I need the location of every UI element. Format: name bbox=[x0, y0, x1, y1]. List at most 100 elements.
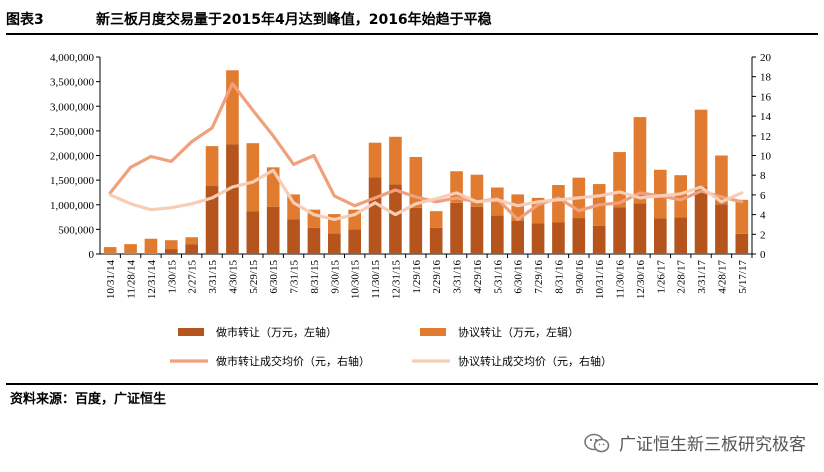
bar-agreement bbox=[715, 155, 728, 205]
bar-market-making bbox=[226, 144, 239, 254]
bar-agreement bbox=[653, 169, 667, 219]
bar-market-making bbox=[205, 186, 219, 254]
bar-agreement bbox=[389, 136, 402, 185]
wechat-icon bbox=[584, 433, 610, 452]
x-tick-label: 3/31/16 bbox=[452, 260, 464, 294]
bar-agreement bbox=[124, 244, 137, 254]
y-right-tick-label: 2 bbox=[760, 229, 766, 241]
legend-agreement-swatch bbox=[420, 328, 446, 336]
x-tick-label: 9/30/16 bbox=[574, 260, 586, 294]
bar-market-making bbox=[490, 215, 504, 254]
bar-market-making bbox=[552, 222, 565, 254]
line-market-making-price bbox=[108, 81, 744, 222]
x-tick-label: 6/30/15 bbox=[268, 260, 280, 294]
y-left-tick-label: 3,000,000 bbox=[50, 101, 95, 113]
bar-agreement bbox=[552, 185, 565, 223]
bar-agreement bbox=[164, 240, 178, 250]
chart: 0 500,000 1,000,000 1,500,000 2,000,000 2,500… bbox=[50, 52, 772, 368]
bar-market-making bbox=[531, 223, 545, 254]
bar-market-making bbox=[633, 203, 647, 254]
bar-market-making bbox=[653, 218, 667, 254]
x-tick-label: 2/28/17 bbox=[676, 260, 688, 294]
bar-market-making bbox=[368, 177, 382, 254]
y-left-tick-label: 2,000,000 bbox=[50, 151, 95, 163]
bar-agreement bbox=[185, 237, 199, 245]
x-tick-label: 1/30/15 bbox=[166, 260, 178, 294]
bar-agreement bbox=[490, 187, 504, 216]
y-left-tick-label: 0 bbox=[89, 249, 95, 261]
bar-market-making bbox=[266, 206, 280, 254]
bar-market-making bbox=[389, 184, 402, 254]
legend-market-making-price-label: 做市转让成交均价（元，右轴） bbox=[216, 354, 370, 368]
y-right-tick-label: 20 bbox=[760, 52, 772, 64]
y-left-tick-label: 2,500,000 bbox=[50, 126, 95, 138]
y-right-tick-label: 12 bbox=[760, 131, 771, 143]
x-tick-label: 10/30/15 bbox=[350, 260, 362, 300]
y-right-tick-label: 6 bbox=[760, 190, 766, 202]
figure-header: 图表3 新三板月度交易量于2015年4月达到峰值，2016年始趋于平稳 bbox=[6, 6, 818, 32]
bar-market-making bbox=[613, 207, 626, 254]
bar-market-making bbox=[715, 204, 728, 254]
watermark: 广证恒生新三板研究极客 bbox=[583, 430, 806, 455]
x-tick-label: 4/30/15 bbox=[227, 260, 239, 294]
bar-agreement bbox=[694, 109, 708, 188]
x-tick-label: 2/29/16 bbox=[431, 260, 443, 294]
y-left-tick-label: 1,000,000 bbox=[50, 200, 95, 212]
x-tick-label: 11/30/15 bbox=[370, 260, 382, 299]
bar-agreement bbox=[246, 143, 260, 212]
bar-market-making bbox=[185, 244, 199, 254]
bar-market-making bbox=[164, 249, 178, 254]
bar-agreement bbox=[633, 117, 647, 204]
bar-market-making bbox=[246, 211, 260, 254]
bar-market-making bbox=[307, 227, 321, 254]
x-tick-label: 6/30/16 bbox=[513, 260, 525, 294]
bar-agreement bbox=[226, 70, 239, 145]
x-tick-label: 5/29/15 bbox=[248, 260, 260, 294]
bar-market-making bbox=[409, 207, 423, 254]
y-left-tick-label: 4,000,000 bbox=[50, 52, 95, 64]
y-left-tick-label: 3,500,000 bbox=[50, 77, 95, 89]
bar-market-making bbox=[327, 233, 341, 254]
bar-market-making bbox=[470, 206, 484, 254]
legend-market-making-label: 做市转让（万元，左轴） bbox=[216, 325, 337, 339]
y-right-tick-label: 14 bbox=[760, 111, 772, 123]
y-right-tick-label: 0 bbox=[760, 249, 766, 261]
bar-agreement bbox=[429, 211, 443, 228]
bar-agreement bbox=[144, 238, 158, 254]
x-tick-label: 9/30/15 bbox=[329, 260, 341, 294]
legend-agreement-price-label: 协议转让成交均价（元，右轴） bbox=[458, 354, 612, 368]
x-tick-label: 4/28/17 bbox=[716, 260, 728, 294]
x-tick-label: 5/31/16 bbox=[492, 260, 504, 294]
x-tick-label: 8/31/16 bbox=[553, 260, 565, 294]
bar-market-making bbox=[348, 229, 362, 254]
x-tick-label: 1/29/16 bbox=[411, 260, 423, 294]
bar-market-making bbox=[694, 187, 708, 254]
top-rule bbox=[6, 33, 818, 35]
x-tick-label: 10/31/16 bbox=[594, 260, 606, 300]
bottom-rule bbox=[6, 383, 818, 385]
x-tick-label: 7/29/16 bbox=[533, 260, 545, 294]
line-agreement-price bbox=[108, 168, 744, 222]
bar-agreement bbox=[735, 199, 749, 234]
x-tick-label: 7/31/15 bbox=[289, 260, 301, 294]
x-tick-label: 10/31/14 bbox=[105, 260, 117, 300]
x-tick-label: 11/28/14 bbox=[126, 260, 138, 299]
legend-market-making-swatch bbox=[178, 328, 204, 336]
bar-agreement bbox=[103, 247, 117, 254]
bar-market-making bbox=[592, 225, 606, 254]
x-tick-label: 3/31/15 bbox=[207, 260, 219, 294]
y-right-tick-label: 10 bbox=[760, 151, 772, 163]
x-tick-label: 4/29/16 bbox=[472, 260, 484, 294]
figure-label: 图表3 bbox=[6, 12, 44, 28]
bar-agreement bbox=[409, 156, 423, 208]
watermark-text: 广证恒生新三板研究极客 bbox=[619, 435, 806, 455]
bar-market-making bbox=[450, 202, 463, 254]
y-right-tick-label: 16 bbox=[760, 91, 772, 103]
bar-market-making bbox=[511, 221, 525, 254]
x-tick-label: 8/31/15 bbox=[309, 260, 321, 294]
x-tick-label: 12/31/14 bbox=[146, 260, 158, 300]
x-tick-label: 11/30/16 bbox=[615, 260, 627, 299]
x-tick-label: 5/17/17 bbox=[737, 260, 749, 294]
x-tick-label: 12/31/15 bbox=[390, 260, 402, 300]
bar-market-making bbox=[735, 233, 749, 254]
